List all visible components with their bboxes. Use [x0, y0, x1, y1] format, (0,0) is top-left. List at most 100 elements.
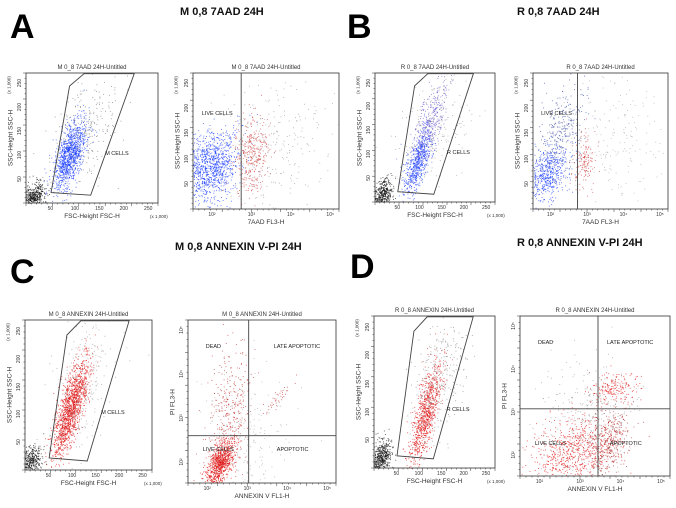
event-dot — [420, 161, 422, 163]
event-dot — [437, 112, 438, 113]
event-dot — [33, 195, 35, 197]
event-dot — [426, 145, 428, 147]
event-dot — [403, 194, 404, 196]
event-dot — [198, 187, 199, 189]
event-dot — [427, 121, 429, 123]
event-dot — [66, 185, 68, 187]
event-dot — [58, 165, 60, 166]
event-dot — [229, 172, 231, 173]
event-dot — [66, 199, 68, 201]
event-dot — [376, 192, 378, 193]
event-dot — [33, 198, 35, 200]
event-dot — [82, 160, 84, 162]
event-dot — [251, 136, 252, 138]
event-dot — [77, 149, 79, 150]
event-dot — [406, 183, 408, 184]
event-dot — [296, 89, 298, 90]
event-dot — [27, 184, 29, 186]
event-dot — [70, 169, 72, 170]
event-dot — [425, 131, 427, 133]
event-dot — [431, 123, 433, 124]
event-dot — [409, 198, 411, 199]
event-dot — [66, 152, 68, 154]
event-dot — [375, 190, 377, 192]
event-dot — [420, 145, 422, 147]
event-dot — [38, 194, 40, 195]
event-dot — [416, 175, 417, 177]
event-dot — [248, 177, 250, 179]
event-dot — [415, 180, 417, 181]
event-dot — [204, 199, 206, 201]
event-dot — [64, 151, 66, 153]
event-dot — [432, 107, 434, 109]
event-dot — [226, 130, 228, 132]
event-dot — [38, 185, 40, 187]
event-dot — [79, 165, 81, 167]
event-dot — [250, 135, 252, 136]
event-dot — [395, 177, 396, 179]
event-dot — [407, 181, 409, 183]
event-dot — [422, 152, 424, 154]
event-dot — [261, 144, 263, 145]
event-dot — [393, 185, 395, 187]
event-dot — [201, 177, 203, 179]
event-dot — [80, 156, 82, 157]
event-dot — [213, 197, 215, 199]
event-dot — [72, 155, 74, 157]
event-dot — [212, 182, 214, 184]
event-dot — [95, 104, 97, 106]
event-dot — [221, 190, 222, 192]
event-dot — [223, 155, 225, 157]
event-dot — [242, 165, 243, 167]
event-dot — [226, 176, 228, 177]
event-dot — [261, 118, 263, 119]
event-dot — [234, 151, 235, 153]
event-dot — [66, 162, 68, 163]
event-dot — [378, 201, 380, 202]
event-dot — [42, 187, 44, 189]
event-dot — [199, 183, 201, 185]
event-dot — [424, 122, 426, 124]
event-dot — [427, 144, 429, 146]
event-dot — [219, 170, 221, 172]
event-dot — [296, 120, 298, 121]
event-dot — [379, 188, 381, 190]
event-dot — [413, 149, 415, 151]
event-dot — [70, 167, 72, 169]
event-dot — [74, 161, 75, 163]
event-dot — [415, 169, 417, 171]
event-dot — [39, 193, 41, 194]
event-dot — [215, 171, 217, 172]
event-dot — [114, 132, 116, 133]
event-dot — [218, 137, 220, 139]
event-dot — [66, 176, 68, 178]
event-dot — [67, 154, 69, 156]
event-dot — [92, 128, 94, 130]
event-dot — [69, 141, 71, 143]
event-dot — [60, 171, 62, 173]
event-dot — [71, 154, 73, 155]
event-dot — [437, 140, 439, 142]
event-dot — [83, 133, 85, 134]
event-dot — [216, 173, 218, 175]
event-dot — [31, 183, 33, 185]
event-dot — [85, 129, 87, 131]
event-dot — [378, 192, 380, 194]
event-dot — [198, 175, 199, 177]
event-dot — [430, 144, 431, 146]
event-dot — [392, 196, 394, 198]
event-dot — [68, 150, 70, 152]
event-dot — [404, 170, 405, 172]
y-axis-label: SSC-Height SSC-H — [174, 112, 182, 170]
event-dot — [194, 206, 196, 208]
event-dot — [428, 119, 430, 121]
event-dot — [235, 165, 237, 166]
event-dot — [289, 150, 290, 151]
event-dot — [40, 199, 42, 201]
event-dot — [418, 143, 420, 144]
event-dot — [416, 165, 418, 167]
event-dot — [248, 145, 250, 147]
event-dot — [385, 191, 387, 193]
event-dot — [221, 142, 223, 144]
event-dot — [36, 194, 38, 196]
